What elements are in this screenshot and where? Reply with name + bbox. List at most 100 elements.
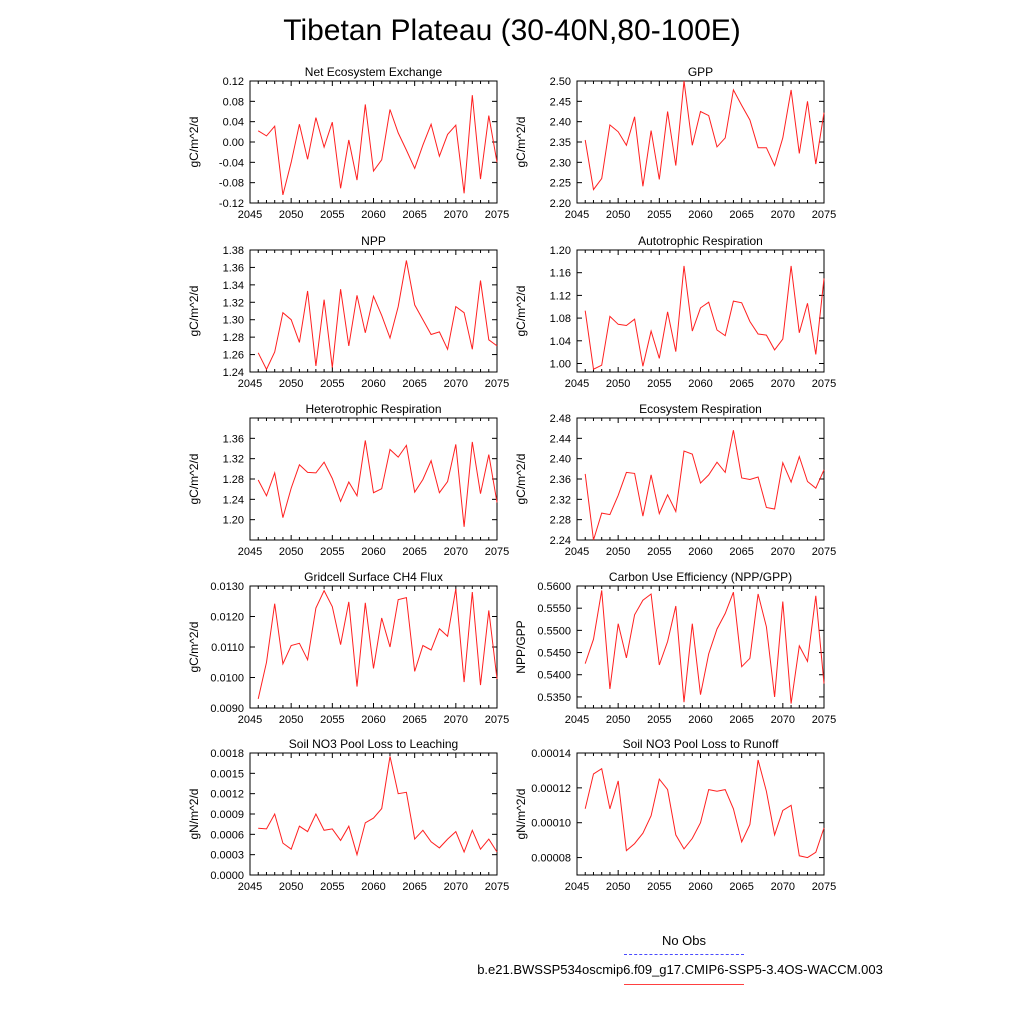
panel-3-xtick-label: 2065 xyxy=(402,378,426,390)
panel-6-ylabel: gC/m^2/d xyxy=(514,454,528,505)
panel-5-series-line-1 xyxy=(257,440,498,527)
legend-run-swatch xyxy=(624,984,744,985)
legend-obs-swatch xyxy=(624,954,744,955)
panel-1-xtick-label: 2045 xyxy=(238,209,262,221)
panel-10-xtick-label: 2075 xyxy=(812,881,836,893)
panel-3-xtick-label: 2050 xyxy=(279,378,303,390)
panel-6-frame xyxy=(576,417,825,541)
panel-3-ytick-label: 1.28 xyxy=(223,332,244,344)
panel-7-xtick-label: 2045 xyxy=(238,714,262,726)
panel-7-ytick-label: 0.0090 xyxy=(210,703,244,715)
panel-1-ytick-label: -0.08 xyxy=(219,178,244,190)
panel-1-ytick-label: -0.12 xyxy=(219,198,244,210)
panel-9-ylabel: gN/m^2/d xyxy=(187,789,201,840)
panel-3-ytick-label: 1.36 xyxy=(223,262,244,274)
panel-1-ytick-label: -0.04 xyxy=(219,157,244,169)
panel-9-ytick-label: 0.0000 xyxy=(210,870,244,882)
panel-3-ylabel: gC/m^2/d xyxy=(187,286,201,337)
panel-9-ytick-label: 0.0009 xyxy=(210,809,244,821)
panel-3-title: NPP xyxy=(361,234,386,248)
panel-6-ytick-label: 2.44 xyxy=(550,433,571,445)
panel-7-ytick-label: 0.0100 xyxy=(210,673,244,685)
panel-3-xtick-label: 2070 xyxy=(444,378,468,390)
panel-7-ytick-label: 0.0120 xyxy=(210,612,244,624)
panel-1-xtick-label: 2060 xyxy=(361,209,385,221)
panel-2-title: GPP xyxy=(688,65,713,79)
panel-4-xtick-label: 2065 xyxy=(729,378,753,390)
panel-5-frame xyxy=(249,417,498,541)
panel-10-ytick-label: 0.00010 xyxy=(531,818,571,830)
panel-8-ytick-label: 0.5550 xyxy=(537,603,571,615)
panel-8-xtick-label: 2045 xyxy=(565,714,589,726)
panel-4-xtick-label: 2050 xyxy=(606,378,630,390)
panel-8-ytick-label: 0.5500 xyxy=(537,625,571,637)
panel-3-ytick-label: 1.38 xyxy=(223,245,244,257)
panel-8-ytick-label: 0.5400 xyxy=(537,670,571,682)
panel-6-xtick-label: 2045 xyxy=(565,546,589,558)
panel-6-xtick-label: 2070 xyxy=(771,546,795,558)
panel-2-ytick-label: 2.40 xyxy=(550,117,571,129)
panel-3-xtick-label: 2055 xyxy=(320,378,344,390)
panel-10-xtick-label: 2055 xyxy=(647,881,671,893)
panel-9-xtick-label: 2055 xyxy=(320,881,344,893)
panel-6-title: Ecosystem Respiration xyxy=(639,402,762,416)
panel-8-ytick-label: 0.5350 xyxy=(537,692,571,704)
panel-9-ytick-label: 0.0015 xyxy=(210,768,244,780)
panel-5-xtick-label: 2050 xyxy=(279,546,303,558)
panel-3-xtick-label: 2060 xyxy=(361,378,385,390)
panel-1-frame xyxy=(249,80,498,204)
panel-6-xtick-label: 2065 xyxy=(729,546,753,558)
panel-9-ytick-label: 0.0003 xyxy=(210,850,244,862)
panel-6-ytick-label: 2.48 xyxy=(550,413,571,425)
panel-8-xtick-label: 2060 xyxy=(688,714,712,726)
panel-2-xtick-label: 2070 xyxy=(771,209,795,221)
panel-2-frame xyxy=(576,80,825,204)
panel-7-xtick-label: 2070 xyxy=(444,714,468,726)
panel-5-xtick-label: 2045 xyxy=(238,546,262,558)
panel-8-ylabel: NPP/GPP xyxy=(514,620,528,673)
panel-4-ytick-label: 1.16 xyxy=(550,268,571,280)
panel-2-ytick-label: 2.25 xyxy=(550,178,571,190)
panel-6-ytick-label: 2.24 xyxy=(550,535,571,547)
legend-run-label: b.e21.BWSSP534oscmip6.f09_g17.CMIP6-SSP5… xyxy=(477,962,883,977)
page-title: Tibetan Plateau (30-40N,80-100E) xyxy=(283,14,741,47)
panel-1-title: Net Ecosystem Exchange xyxy=(305,65,443,79)
panel-5-ytick-label: 1.32 xyxy=(223,454,244,466)
panel-3-ytick-label: 1.24 xyxy=(223,367,244,379)
panel-2-series-line-1 xyxy=(584,80,825,191)
panel-1-ytick-label: 0.04 xyxy=(223,117,244,129)
panel-2-ytick-label: 2.45 xyxy=(550,96,571,108)
panel-10-series-line-1 xyxy=(584,759,825,859)
panel-3-xtick-label: 2075 xyxy=(485,378,509,390)
panel-3-series-line-1 xyxy=(257,260,498,371)
panel-4-title: Autotrophic Respiration xyxy=(638,234,763,248)
panel-2-ylabel: gC/m^2/d xyxy=(514,117,528,168)
panel-10-xtick-label: 2060 xyxy=(688,881,712,893)
panel-5-xtick-label: 2070 xyxy=(444,546,468,558)
panel-8-xtick-label: 2065 xyxy=(729,714,753,726)
panel-7-ytick-label: 0.0130 xyxy=(210,581,244,593)
panel-9-ytick-label: 0.0012 xyxy=(210,789,244,801)
panel-10-ylabel: gN/m^2/d xyxy=(514,789,528,840)
panel-4-ylabel: gC/m^2/d xyxy=(514,286,528,337)
panel-8-ytick-label: 0.5450 xyxy=(537,648,571,660)
panel-9-frame xyxy=(249,752,498,876)
panel-8-title: Carbon Use Efficiency (NPP/GPP) xyxy=(609,570,792,584)
panel-5-ytick-label: 1.28 xyxy=(223,474,244,486)
panel-5-ytick-label: 1.36 xyxy=(223,433,244,445)
panel-4-frame xyxy=(576,249,825,373)
panel-9-xtick-label: 2060 xyxy=(361,881,385,893)
panel-8-xtick-label: 2070 xyxy=(771,714,795,726)
panel-1-xtick-label: 2070 xyxy=(444,209,468,221)
panel-8-ytick-label: 0.5600 xyxy=(537,581,571,593)
panel-2-ytick-label: 2.50 xyxy=(550,76,571,88)
panel-2-xtick-label: 2050 xyxy=(606,209,630,221)
panel-7-ytick-label: 0.0110 xyxy=(211,642,244,654)
panel-4-ytick-label: 1.08 xyxy=(550,313,571,325)
panel-1-xtick-label: 2050 xyxy=(279,209,303,221)
panel-10-ytick-label: 0.00014 xyxy=(531,748,571,760)
panel-3-xtick-label: 2045 xyxy=(238,378,262,390)
panel-7-xtick-label: 2050 xyxy=(279,714,303,726)
panel-4-ytick-label: 1.04 xyxy=(550,336,571,348)
